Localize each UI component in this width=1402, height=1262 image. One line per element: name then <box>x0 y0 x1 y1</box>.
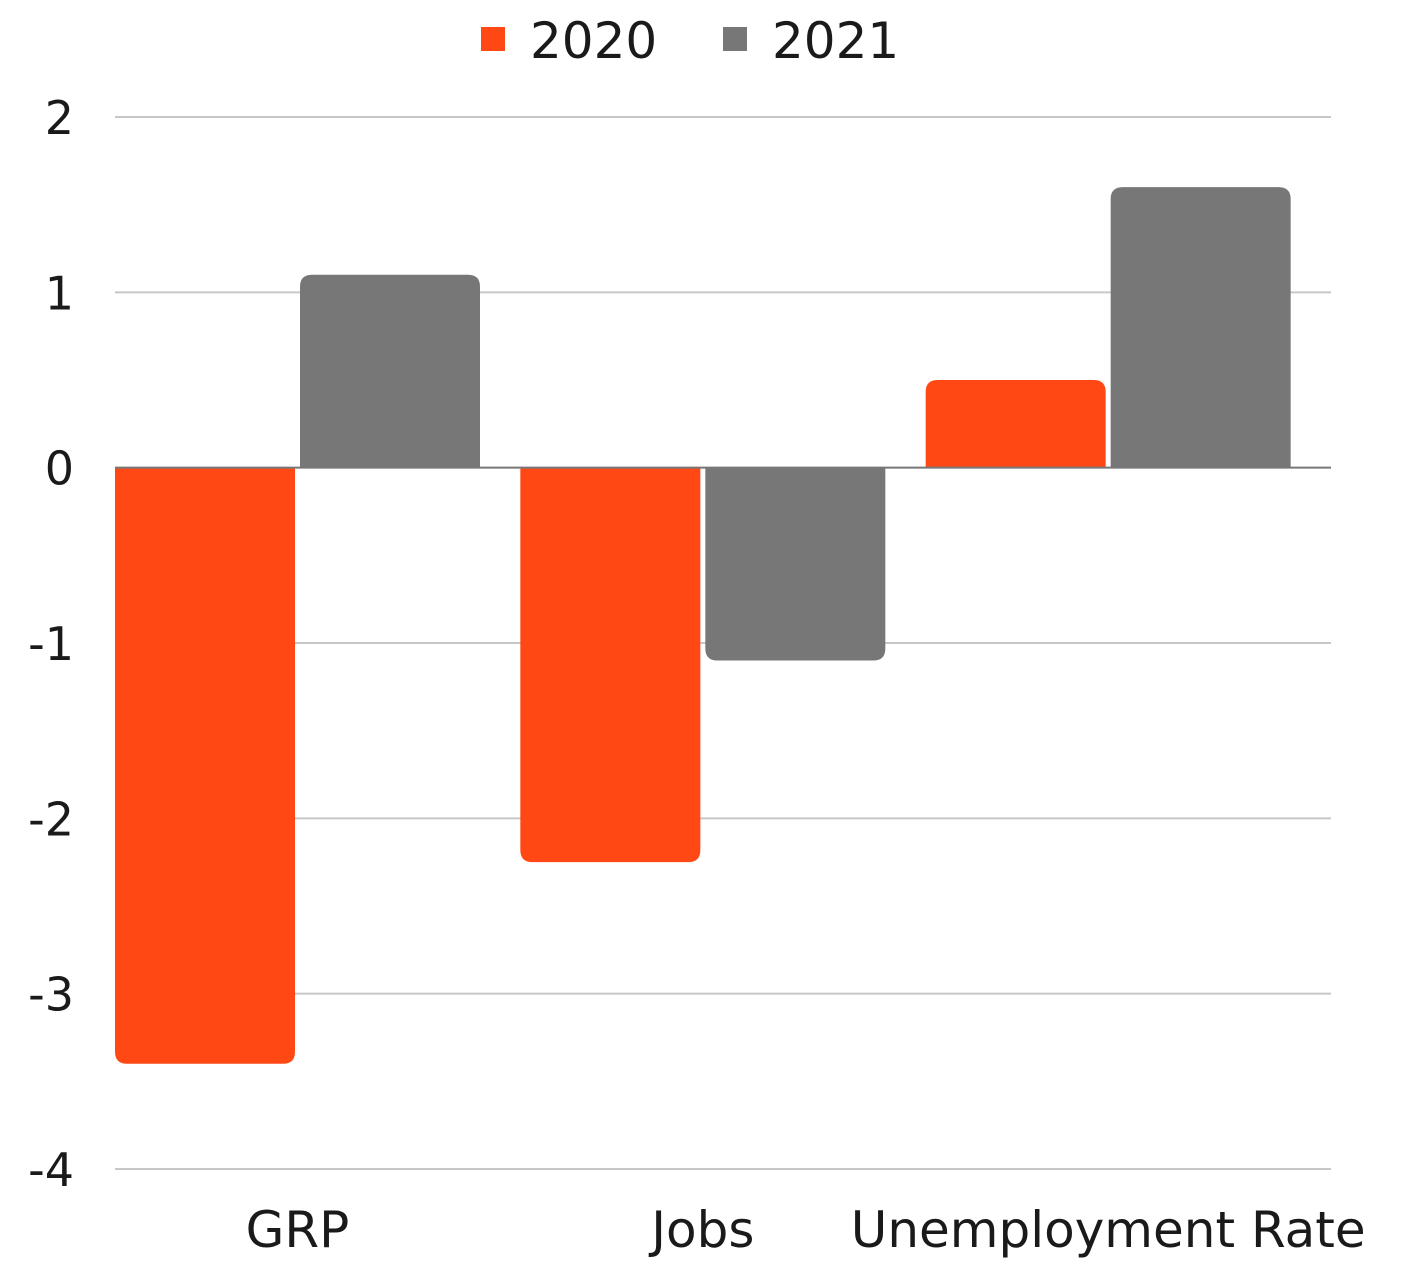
x-category-label: Jobs <box>648 1201 754 1258</box>
y-tick-label: -3 <box>28 968 74 1022</box>
y-tick-label: 1 <box>45 266 74 320</box>
legend-swatch-2020 <box>481 27 505 51</box>
x-axis-labels: GRP Jobs Unemployment Rate <box>246 1201 1366 1259</box>
bar-grp-2021 <box>300 274 480 468</box>
y-tick-label: 0 <box>45 442 74 496</box>
y-tick-label: 2 <box>45 91 74 145</box>
y-tick-label: -4 <box>28 1143 74 1197</box>
legend: 2020 2021 <box>481 12 899 70</box>
y-tick-label: -1 <box>28 617 74 671</box>
bar-unemployment-rate-2020 <box>925 380 1106 468</box>
x-category-label: Unemployment Rate <box>851 1201 1366 1258</box>
bars <box>115 187 1291 1064</box>
x-category-label: GRP <box>246 1201 350 1258</box>
legend-label-2020: 2020 <box>530 12 657 70</box>
legend-swatch-2021 <box>723 27 747 51</box>
bar-grp-2020 <box>115 467 295 1064</box>
bar-jobs-2021 <box>705 467 886 661</box>
bar-jobs-2020 <box>520 467 701 863</box>
y-axis-ticks: 2 1 0 -1 -2 -3 -4 <box>28 91 74 1197</box>
y-tick-label: -2 <box>28 792 74 846</box>
legend-label-2021: 2021 <box>772 12 899 70</box>
bar-unemployment-rate-2021 <box>1110 187 1291 468</box>
